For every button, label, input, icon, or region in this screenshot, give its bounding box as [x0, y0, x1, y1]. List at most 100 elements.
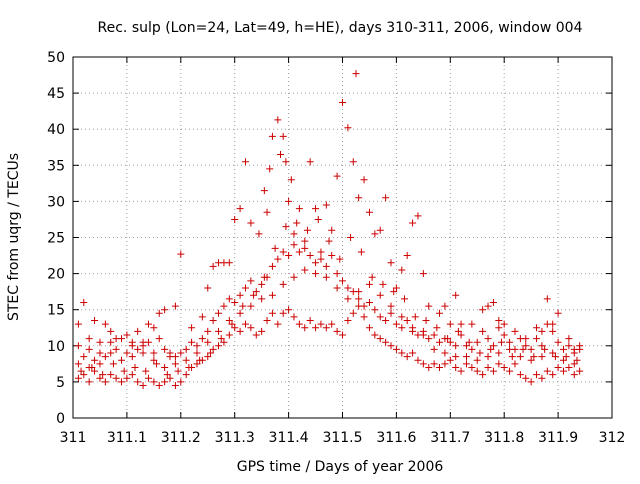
data-point-marker [446, 356, 454, 364]
data-point-marker [171, 360, 179, 368]
data-point-marker [360, 176, 368, 184]
data-point-marker [479, 371, 487, 379]
data-point-marker [317, 255, 325, 263]
data-point-marker [376, 291, 384, 299]
data-point-marker [252, 331, 260, 339]
data-point-marker [489, 367, 497, 375]
data-point-marker [436, 363, 444, 371]
plot-border [72, 56, 613, 419]
data-point-marker [150, 378, 158, 386]
data-point-marker [263, 208, 271, 216]
data-point-marker [543, 367, 551, 375]
data-point-marker [554, 338, 562, 346]
data-point-marker [365, 280, 373, 288]
data-point-marker [527, 345, 535, 353]
data-point-marker [241, 320, 249, 328]
data-point-marker [301, 266, 309, 274]
data-point-marker [236, 205, 244, 213]
data-point-marker [484, 335, 492, 343]
data-point-marker [96, 338, 104, 346]
data-point-marker [339, 277, 346, 285]
data-point-marker [91, 317, 99, 325]
data-point-marker [306, 317, 314, 325]
data-point-marker [322, 201, 330, 209]
data-point-marker [559, 345, 567, 353]
data-point-marker [74, 320, 82, 328]
data-point-marker [88, 363, 96, 371]
data-point-marker [153, 360, 161, 368]
data-point-marker [101, 320, 109, 328]
data-point-marker [118, 356, 126, 364]
y-tick-label: 45 [47, 86, 65, 102]
data-point-marker [533, 335, 541, 343]
data-point-marker [317, 320, 325, 328]
data-point-marker [347, 234, 355, 241]
data-point-marker [144, 338, 152, 346]
data-point-marker [511, 360, 519, 368]
data-point-marker [139, 342, 147, 350]
data-point-marker [77, 367, 85, 375]
data-point-marker [231, 324, 239, 332]
data-point-marker [425, 363, 433, 371]
data-point-marker [174, 367, 182, 375]
data-point-marker [271, 244, 279, 252]
data-point-marker [155, 309, 163, 317]
data-point-marker [398, 313, 406, 321]
data-point-marker [576, 345, 584, 353]
data-point-marker [80, 353, 88, 361]
data-point-marker [328, 252, 336, 260]
data-point-marker [101, 353, 109, 361]
x-tick-labels: 311 311.1 311.2 311.3 311.4 311.5 311.6 311.7 31… [60, 430, 626, 446]
data-point-marker [414, 212, 422, 220]
data-point-marker [258, 327, 266, 335]
y-tick-label: 20 [47, 267, 65, 283]
data-point-marker [368, 273, 376, 281]
data-point-marker [522, 374, 530, 382]
data-point-marker [215, 342, 223, 350]
data-point-marker [527, 378, 535, 386]
data-point-marker [107, 338, 115, 346]
x-tick-label: 311.4 [269, 430, 309, 446]
data-point-marker [287, 176, 295, 184]
data-point-marker [336, 255, 344, 263]
data-point-marker [422, 317, 430, 325]
x-tick-label: 311.7 [430, 430, 470, 446]
data-point-marker [457, 367, 465, 375]
data-point-marker [371, 230, 379, 238]
data-point-marker [559, 367, 567, 375]
data-point-marker [301, 244, 309, 252]
data-point-marker [538, 327, 546, 335]
data-point-marker [139, 382, 147, 390]
data-point-marker [387, 342, 395, 350]
data-point-marker [570, 371, 578, 379]
data-point-marker [489, 298, 497, 306]
data-point-marker [225, 331, 233, 339]
data-point-marker [123, 331, 131, 339]
data-point-marker [209, 317, 217, 325]
data-point-marker [107, 349, 115, 357]
data-point-marker [260, 187, 268, 195]
data-point-marker [290, 273, 298, 281]
data-point-marker [303, 226, 311, 234]
data-point-marker [357, 248, 365, 256]
data-point-marker [382, 338, 390, 346]
data-point-marker [220, 302, 228, 310]
data-point-marker [277, 150, 285, 158]
data-point-marker [387, 259, 395, 267]
data-point-marker [142, 367, 150, 375]
data-point-marker [473, 338, 481, 346]
data-point-marker [541, 345, 549, 353]
data-point-marker [519, 345, 527, 353]
x-tick-label: 311.9 [538, 430, 578, 446]
data-point-marker [382, 317, 390, 325]
data-point-marker [220, 338, 228, 346]
data-point-marker [436, 338, 444, 346]
data-point-marker [489, 342, 497, 350]
data-point-marker [193, 342, 201, 350]
data-point-marker [522, 342, 530, 350]
data-point-marker [328, 320, 336, 328]
x-tick-label: 311.5 [322, 430, 362, 446]
data-point-marker [527, 356, 535, 364]
data-point-marker [225, 259, 233, 267]
data-point-marker [112, 374, 120, 382]
